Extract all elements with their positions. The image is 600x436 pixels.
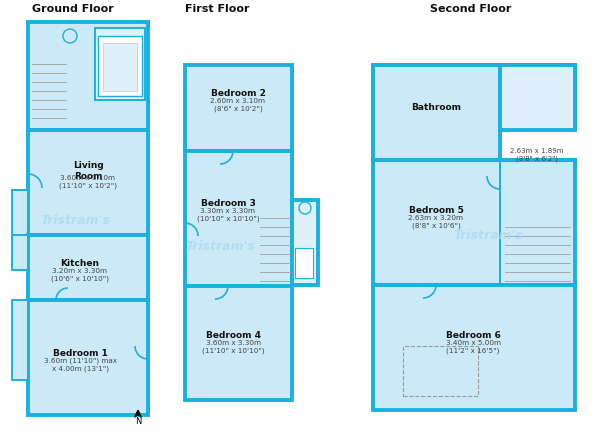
Bar bbox=[185, 286, 292, 400]
Text: x 4.00m (13'1"): x 4.00m (13'1") bbox=[52, 366, 109, 372]
Bar bbox=[12, 235, 28, 270]
Bar bbox=[185, 65, 292, 151]
Text: (8'8" x 10'6"): (8'8" x 10'6") bbox=[412, 223, 460, 229]
Text: Bedroom 1: Bedroom 1 bbox=[53, 350, 107, 358]
Bar bbox=[12, 190, 28, 238]
Text: (11'10" x 10'10"): (11'10" x 10'10") bbox=[202, 348, 265, 354]
Text: Tristram's: Tristram's bbox=[453, 229, 523, 242]
Bar bbox=[185, 151, 292, 286]
Bar bbox=[103, 43, 137, 91]
Bar bbox=[95, 28, 145, 100]
Bar bbox=[373, 65, 500, 160]
Text: Bedroom 3: Bedroom 3 bbox=[200, 200, 256, 208]
Bar bbox=[295, 248, 313, 278]
Text: Living
Room: Living Room bbox=[73, 161, 103, 181]
Bar bbox=[500, 65, 575, 130]
Bar bbox=[403, 346, 478, 396]
Text: 2.63m x 3.20m: 2.63m x 3.20m bbox=[409, 215, 464, 221]
Text: 3.30m x 3.30m: 3.30m x 3.30m bbox=[200, 208, 256, 214]
Text: First Floor: First Floor bbox=[185, 4, 250, 14]
Text: Bedroom 5: Bedroom 5 bbox=[409, 207, 463, 215]
Bar bbox=[373, 160, 575, 285]
Text: Tristram's: Tristram's bbox=[40, 215, 110, 228]
Text: 3.20m x 3.30m: 3.20m x 3.30m bbox=[53, 268, 107, 274]
Bar bbox=[28, 130, 148, 235]
Text: Bathroom: Bathroom bbox=[411, 103, 461, 112]
Text: 3.60m x 3.30m: 3.60m x 3.30m bbox=[205, 340, 260, 346]
Text: Ground Floor: Ground Floor bbox=[32, 4, 114, 14]
Text: Second Floor: Second Floor bbox=[430, 4, 511, 14]
Bar bbox=[373, 285, 575, 410]
Text: (11'10" x 10'2"): (11'10" x 10'2") bbox=[59, 183, 117, 189]
Text: (8'6" x 10'2"): (8'6" x 10'2") bbox=[214, 106, 262, 112]
Text: Tristram's: Tristram's bbox=[185, 239, 255, 252]
Bar bbox=[98, 36, 142, 96]
Text: (10'10" x 10'10"): (10'10" x 10'10") bbox=[197, 216, 259, 222]
Text: 3.60m (11'10") max: 3.60m (11'10") max bbox=[44, 358, 116, 364]
Text: 2.63m x 1.89m: 2.63m x 1.89m bbox=[510, 148, 564, 154]
Text: Bedroom 4: Bedroom 4 bbox=[205, 331, 260, 341]
Bar bbox=[12, 300, 28, 380]
Text: Bedroom 2: Bedroom 2 bbox=[211, 89, 265, 99]
Text: (10'6" x 10'10"): (10'6" x 10'10") bbox=[51, 276, 109, 282]
Text: 3.60m x 3.10m: 3.60m x 3.10m bbox=[61, 175, 115, 181]
Bar bbox=[28, 22, 148, 130]
Bar bbox=[28, 300, 148, 415]
Bar bbox=[28, 235, 148, 300]
Text: Bedroom 6: Bedroom 6 bbox=[446, 331, 500, 341]
Text: Kitchen: Kitchen bbox=[61, 259, 100, 269]
Bar bbox=[292, 200, 318, 285]
Text: (8'8" x 6'2"): (8'8" x 6'2") bbox=[516, 156, 558, 162]
Text: 3.40m x 5.00m: 3.40m x 5.00m bbox=[445, 340, 500, 346]
Text: 2.60m x 3.10m: 2.60m x 3.10m bbox=[211, 98, 265, 104]
Text: (11'2" x 16'5"): (11'2" x 16'5") bbox=[446, 348, 500, 354]
Text: N: N bbox=[135, 418, 141, 426]
